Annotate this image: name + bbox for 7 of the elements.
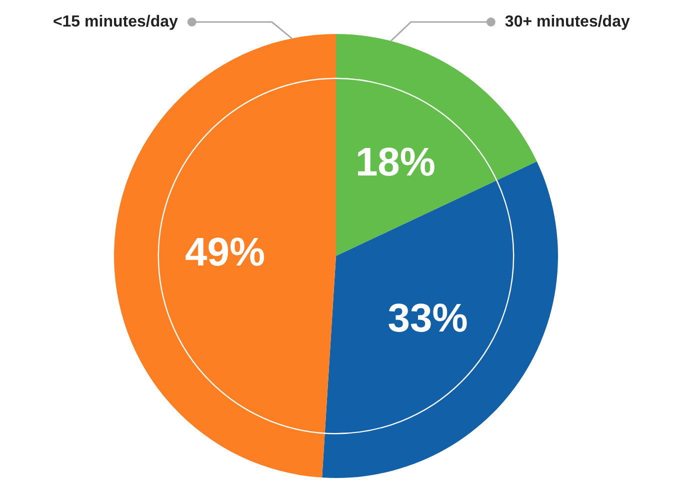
slice-label: <15 minutes/day (52, 14, 178, 30)
data-label: 49% (185, 230, 266, 275)
pie-slice (114, 34, 336, 478)
data-label: 18% (355, 140, 436, 184)
pie-slice (336, 34, 537, 256)
data-label: 33% (388, 296, 468, 340)
slice-label: 30+ minutes/day (504, 14, 630, 30)
